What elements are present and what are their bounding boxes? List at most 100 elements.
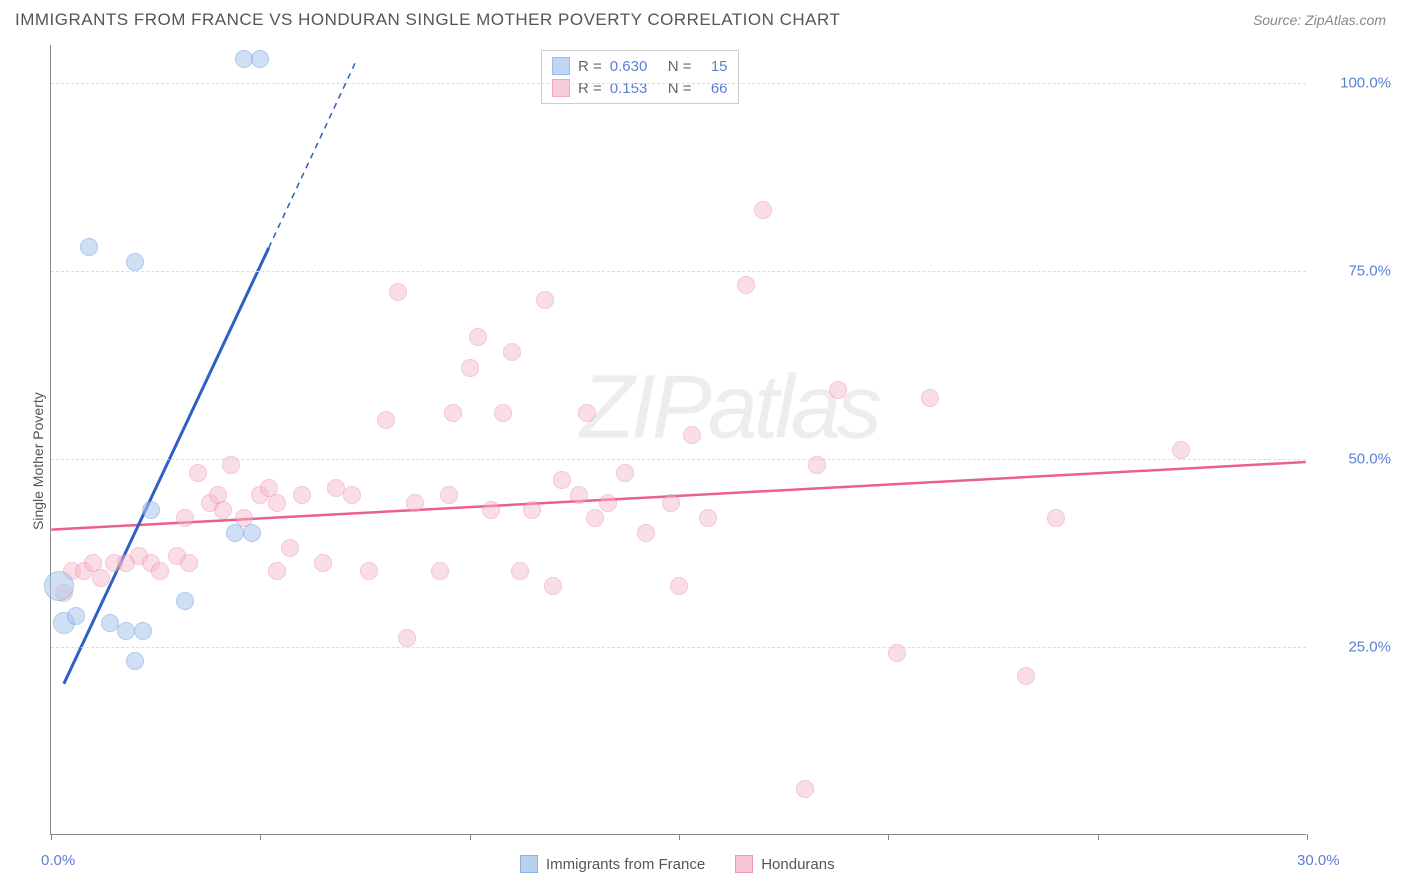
gridline (51, 271, 1306, 272)
france-point (126, 253, 144, 271)
y-tick-label: 75.0% (1348, 262, 1391, 279)
honduras-point (440, 486, 458, 504)
legend-swatch (735, 855, 753, 873)
y-tick-label: 25.0% (1348, 638, 1391, 655)
honduras-point (754, 201, 772, 219)
honduras-point (461, 359, 479, 377)
honduras-point (268, 562, 286, 580)
legend-row-france: R = 0.630 N = 15 (552, 55, 728, 77)
honduras-point (482, 501, 500, 519)
legend-item-france: Immigrants from France (520, 855, 705, 873)
x-tick (679, 834, 680, 840)
honduras-point (151, 562, 169, 580)
chart-container: ZIPatlas R = 0.630 N = 15 R = 0.153 N = … (0, 35, 1406, 885)
honduras-point (1047, 509, 1065, 527)
france-point (126, 652, 144, 670)
honduras-point (327, 479, 345, 497)
france-point (44, 571, 74, 601)
legend-label: Immigrants from France (546, 856, 705, 873)
honduras-point (523, 501, 541, 519)
france-point (142, 501, 160, 519)
n-value: 15 (700, 58, 728, 75)
honduras-point (808, 456, 826, 474)
honduras-point (444, 404, 462, 422)
x-tick (260, 834, 261, 840)
source-attribution: Source: ZipAtlas.com (1253, 12, 1386, 28)
france-point (117, 622, 135, 640)
honduras-point (268, 494, 286, 512)
honduras-point (699, 509, 717, 527)
plot-area: ZIPatlas R = 0.630 N = 15 R = 0.153 N = … (50, 45, 1306, 835)
honduras-point (389, 283, 407, 301)
honduras-point (503, 343, 521, 361)
chart-title: IMMIGRANTS FROM FRANCE VS HONDURAN SINGL… (15, 10, 840, 30)
honduras-point (888, 644, 906, 662)
honduras-point (616, 464, 634, 482)
x-tick (470, 834, 471, 840)
honduras-point (180, 554, 198, 572)
honduras-point (469, 328, 487, 346)
france-point (176, 592, 194, 610)
honduras-point (796, 780, 814, 798)
honduras-point (281, 539, 299, 557)
honduras-point (599, 494, 617, 512)
france-point (226, 524, 244, 542)
france-point (134, 622, 152, 640)
honduras-point (637, 524, 655, 542)
legend-item-honduras: Hondurans (735, 855, 834, 873)
honduras-point (343, 486, 361, 504)
honduras-point (214, 501, 232, 519)
honduras-point (683, 426, 701, 444)
honduras-point (377, 411, 395, 429)
france-point (80, 238, 98, 256)
france-point (243, 524, 261, 542)
legend-label: Hondurans (761, 856, 834, 873)
honduras-point (536, 291, 554, 309)
y-tick-label: 50.0% (1348, 450, 1391, 467)
honduras-point (360, 562, 378, 580)
x-tick (1098, 834, 1099, 840)
x-tick-label: 0.0% (41, 852, 75, 869)
gridline (51, 459, 1306, 460)
y-axis-label: Single Mother Poverty (30, 392, 46, 530)
legend-swatch (520, 855, 538, 873)
honduras-point (570, 486, 588, 504)
legend-swatch (552, 57, 570, 75)
honduras-point (314, 554, 332, 572)
honduras-point (176, 509, 194, 527)
honduras-point (222, 456, 240, 474)
honduras-point (431, 562, 449, 580)
x-tick (888, 834, 889, 840)
honduras-point (189, 464, 207, 482)
honduras-point (737, 276, 755, 294)
honduras-point (586, 509, 604, 527)
honduras-point (578, 404, 596, 422)
correlation-legend: R = 0.630 N = 15 R = 0.153 N = 66 (541, 50, 739, 104)
france-point (67, 607, 85, 625)
honduras-point (662, 494, 680, 512)
honduras-point (921, 389, 939, 407)
honduras-point (670, 577, 688, 595)
honduras-point (398, 629, 416, 647)
france-point (101, 614, 119, 632)
r-value: 0.630 (610, 58, 660, 75)
france-point (235, 50, 253, 68)
honduras-point (406, 494, 424, 512)
trend-lines-layer (51, 45, 1306, 834)
x-tick (51, 834, 52, 840)
honduras-point (293, 486, 311, 504)
watermark: ZIPatlas (580, 356, 878, 459)
n-label: N = (668, 58, 692, 75)
honduras-point (511, 562, 529, 580)
legend-row-honduras: R = 0.153 N = 66 (552, 77, 728, 99)
x-tick (1307, 834, 1308, 840)
gridline (51, 647, 1306, 648)
honduras-point (553, 471, 571, 489)
r-label: R = (578, 58, 602, 75)
honduras-point (92, 569, 110, 587)
series-legend: Immigrants from France Hondurans (520, 855, 835, 873)
honduras-point (494, 404, 512, 422)
honduras-point (1017, 667, 1035, 685)
honduras-point (829, 381, 847, 399)
gridline (51, 83, 1306, 84)
